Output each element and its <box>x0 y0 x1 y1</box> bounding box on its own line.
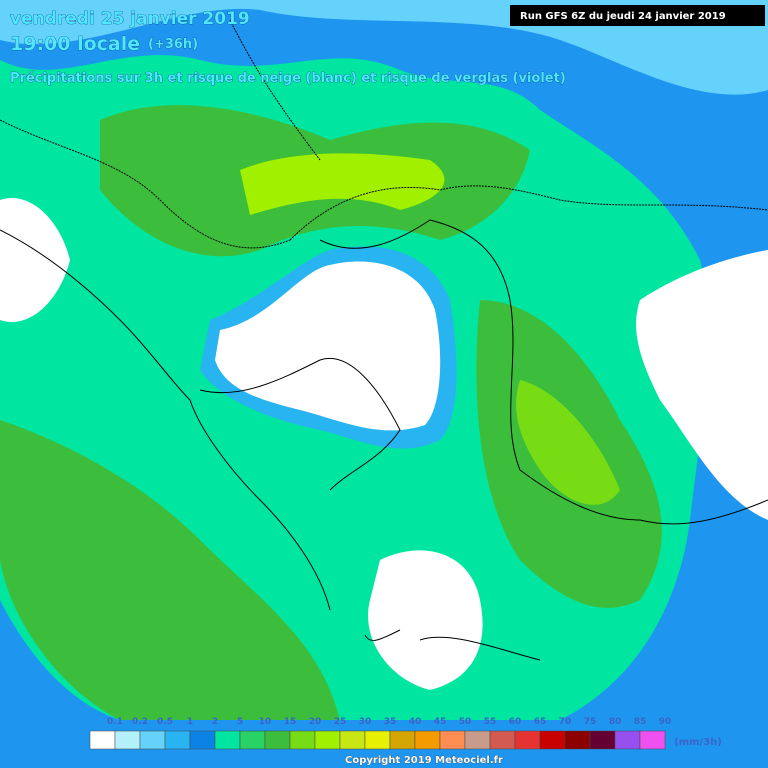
copyright: Copyright 2019 Meteociel.fr <box>345 755 503 766</box>
legend-swatch <box>289 730 316 750</box>
legend-label: 40 <box>409 717 422 727</box>
legend-label: 0.5 <box>157 717 173 727</box>
dry-area-east <box>636 250 768 520</box>
legend-swatch <box>89 730 116 750</box>
legend-swatch <box>614 730 641 750</box>
precip-10mm-west <box>0 420 340 720</box>
legend-swatch <box>489 730 516 750</box>
legend-swatch <box>514 730 541 750</box>
legend-label: 50 <box>459 717 472 727</box>
legend-label: 60 <box>509 717 522 727</box>
legend-label: 15 <box>284 717 297 727</box>
date: vendredi 25 janvier 2019 <box>10 9 250 29</box>
legend-swatch <box>564 730 591 750</box>
precip-20mm-east <box>516 380 620 505</box>
legend-swatch <box>589 730 616 750</box>
legend-label: 90 <box>659 717 672 727</box>
legend-swatch <box>439 730 466 750</box>
run-info: Run GFS 6Z du jeudi 24 janvier 2019 <box>520 11 726 22</box>
legend-label: 0.2 <box>132 717 148 727</box>
legend-swatch <box>639 730 666 750</box>
legend-swatch <box>414 730 441 750</box>
legend-swatch <box>189 730 216 750</box>
legend-swatch <box>164 730 191 750</box>
run-box <box>510 5 765 26</box>
legend-label: 5 <box>237 717 243 727</box>
dry-area-crete <box>368 550 483 690</box>
legend-swatch <box>339 730 366 750</box>
legend-label: 80 <box>609 717 622 727</box>
borders <box>0 19 768 249</box>
legend-swatch <box>139 730 166 750</box>
lead-time: (+36h) <box>148 37 198 52</box>
legend-label: 70 <box>559 717 572 727</box>
legend-label: 85 <box>634 717 647 727</box>
legend-label: 75 <box>584 717 597 727</box>
legend-label: 65 <box>534 717 547 727</box>
legend-label: 30 <box>359 717 372 727</box>
legend-swatch <box>539 730 566 750</box>
dry-area <box>215 261 441 431</box>
legend-label: 55 <box>484 717 497 727</box>
legend-swatch <box>214 730 241 750</box>
legend: 0.1 0.2 0.5 1 2 5 10 15 20 25 30 35 40 45 50 55 60 65 70 75… <box>89 717 672 750</box>
time: 19:00 locale <box>10 33 140 55</box>
legend-swatch <box>389 730 416 750</box>
legend-label: 35 <box>384 717 397 727</box>
subtitle: Précipitations sur 3h et risque de neige… <box>10 71 566 86</box>
legend-label: 2 <box>212 717 218 727</box>
coastline <box>0 219 768 661</box>
legend-label: 25 <box>334 717 347 727</box>
legend-swatch <box>114 730 141 750</box>
legend-swatch <box>264 730 291 750</box>
legend-label: 10 <box>259 717 272 727</box>
legend-swatch <box>239 730 266 750</box>
legend-swatch <box>364 730 391 750</box>
legend-label: 1 <box>187 717 193 727</box>
legend-label: 0.1 <box>107 717 123 727</box>
legend-swatch <box>314 730 341 750</box>
legend-label: 20 <box>309 717 322 727</box>
legend-unit: (mm/3h) <box>674 737 722 748</box>
precip-25mm <box>240 153 445 215</box>
legend-swatch <box>464 730 491 750</box>
legend-label: 45 <box>434 717 447 727</box>
dry-area-west <box>0 198 70 322</box>
